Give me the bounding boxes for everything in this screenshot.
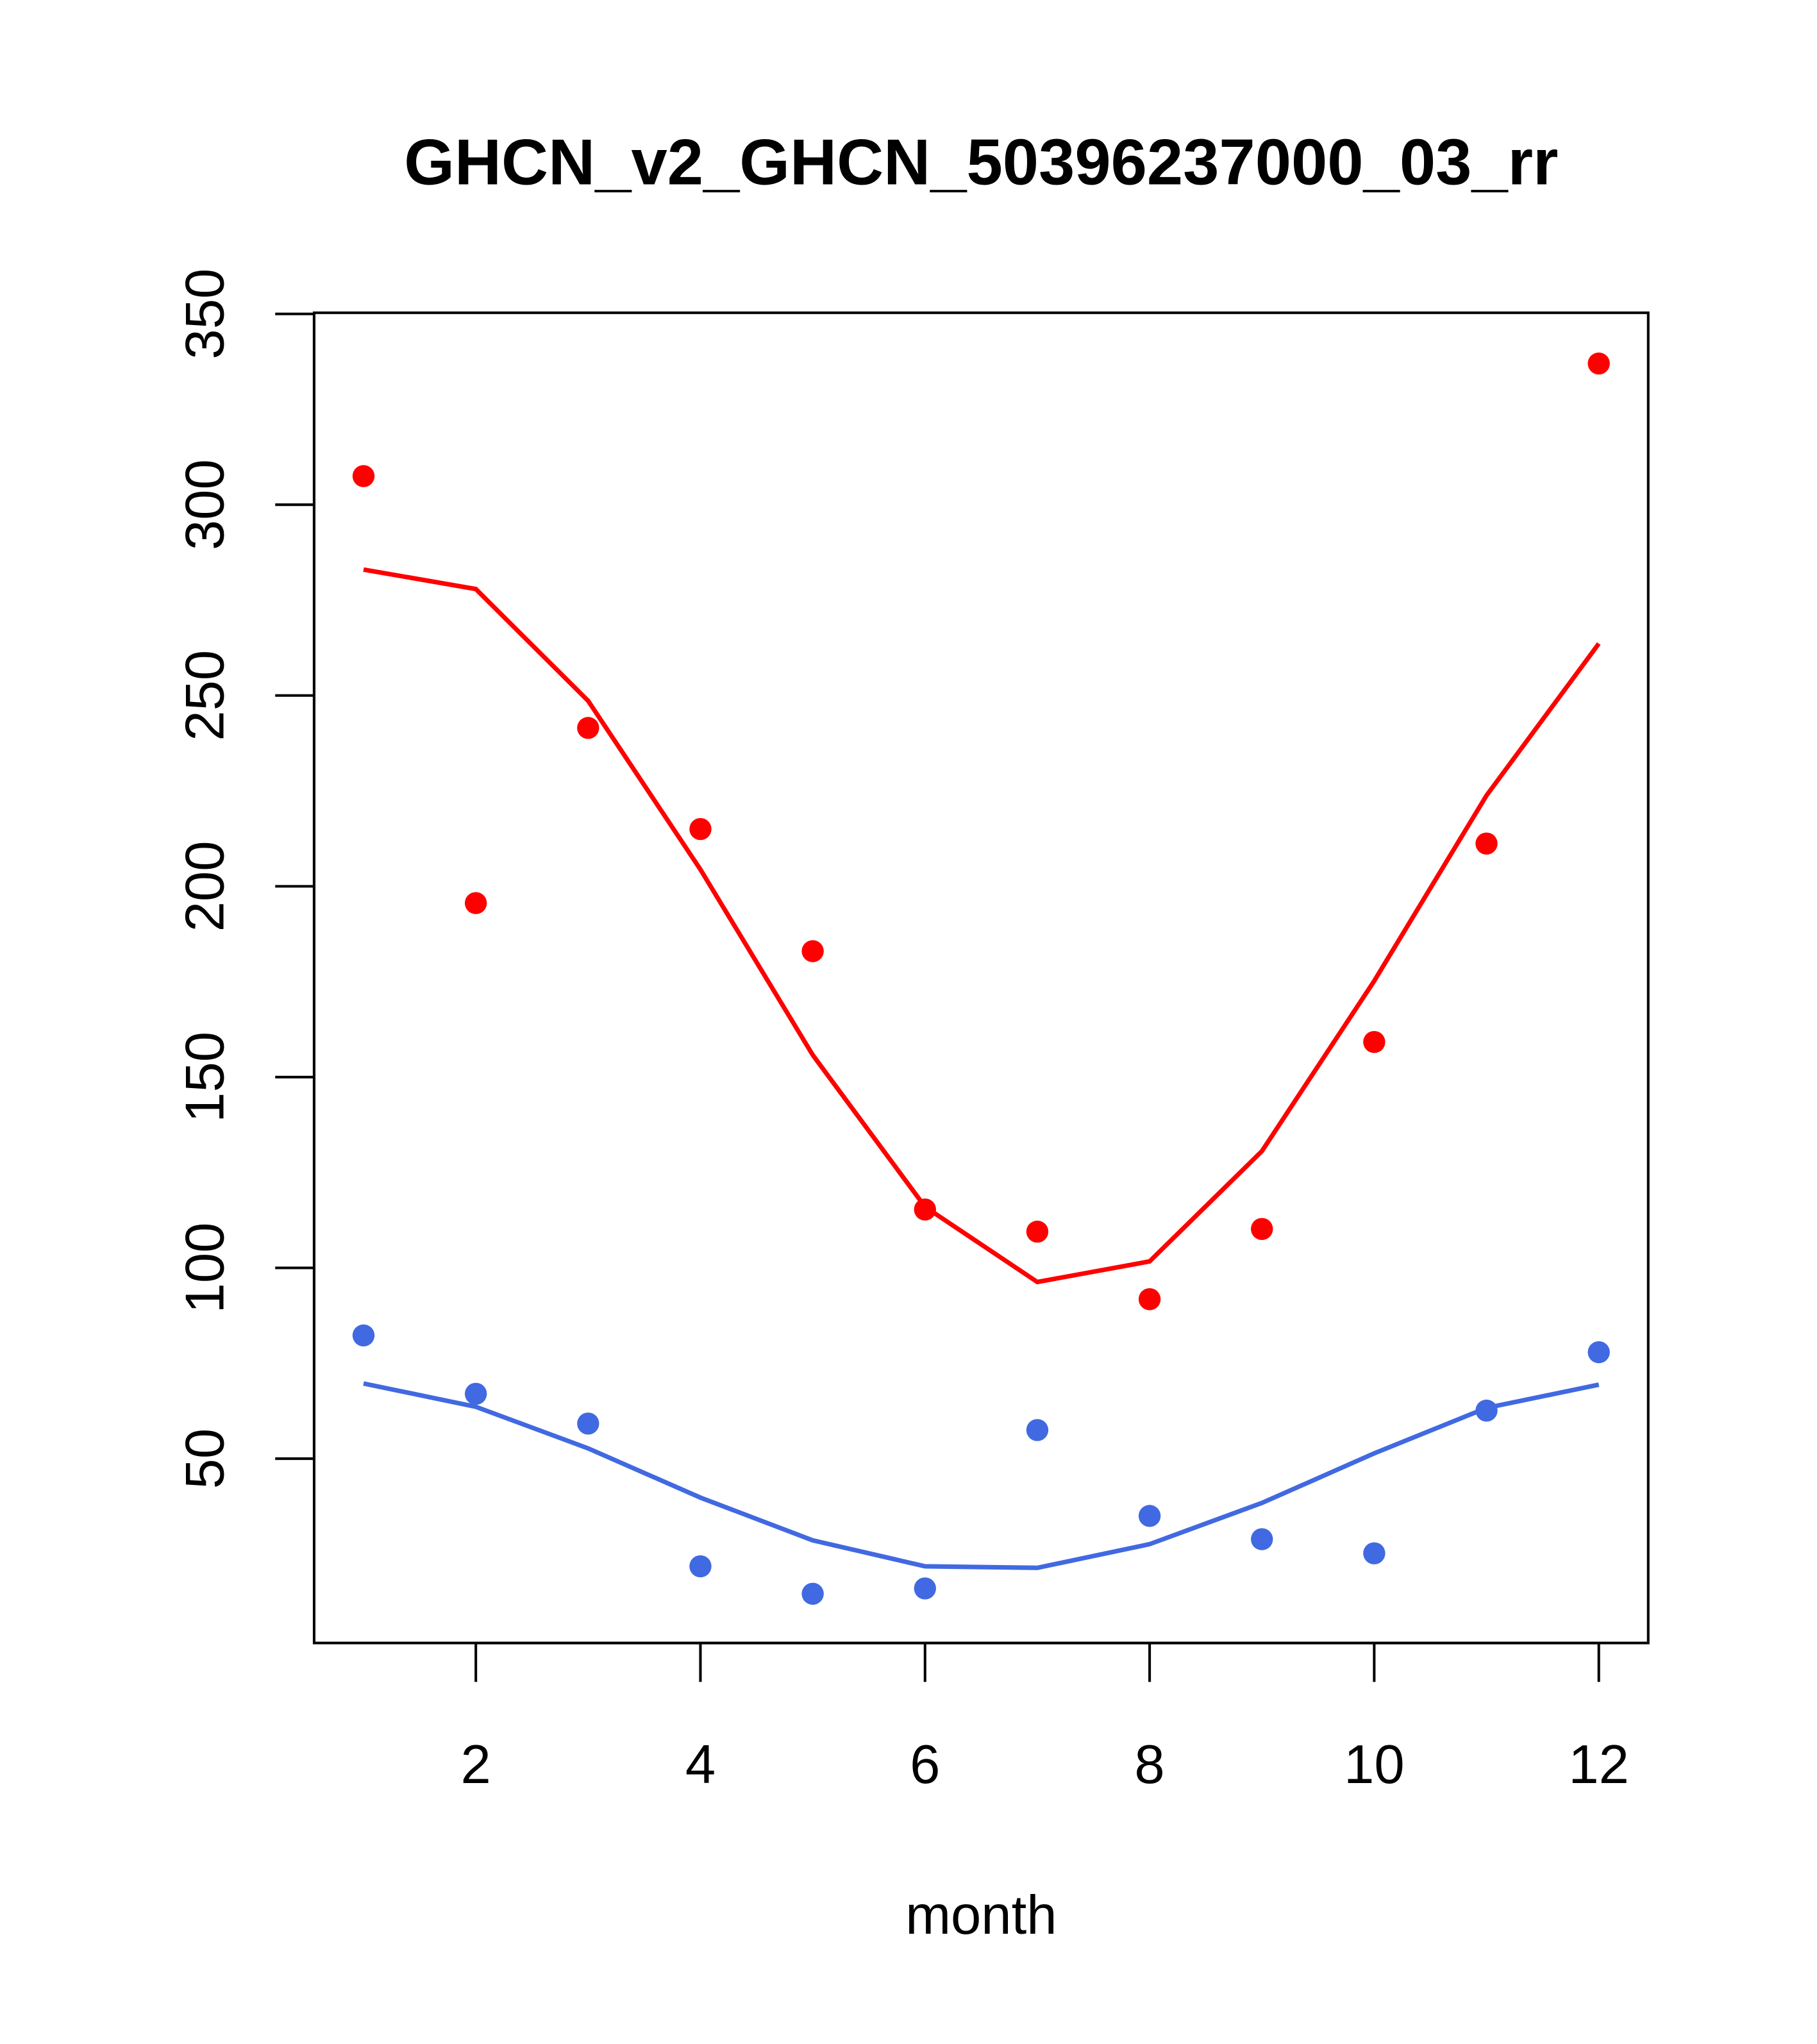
red-point-point	[1475, 832, 1498, 855]
y-tick-label: 150	[174, 1032, 235, 1123]
blue-point-point	[1251, 1528, 1273, 1550]
x-tick-label: 4	[685, 1734, 716, 1795]
y-tick-label: 250	[174, 650, 235, 741]
blue-point-point	[914, 1577, 936, 1600]
y-tick-label: 50	[174, 1428, 235, 1489]
red-line-series	[363, 567, 1601, 1285]
red-point-point	[464, 892, 487, 914]
blue-point-point	[801, 1582, 824, 1605]
red-point-point	[577, 717, 599, 739]
blue-point-point	[1363, 1542, 1386, 1564]
blue-point-point	[464, 1382, 487, 1405]
blue-point-point	[352, 1324, 375, 1347]
x-tick-label: 8	[1134, 1734, 1164, 1795]
red-point-point	[1026, 1220, 1049, 1243]
y-tick-label: 200	[174, 841, 235, 932]
red-point-point	[689, 817, 712, 841]
y-tick-label: 100	[174, 1223, 235, 1314]
x-axis-label: month	[905, 1885, 1057, 1946]
y-tick-label: 300	[174, 459, 235, 550]
red-point-point	[1251, 1218, 1273, 1241]
plot-frame	[312, 311, 1650, 1645]
x-tick-label: 10	[1344, 1734, 1405, 1795]
red-point-point	[1587, 352, 1610, 375]
red-point-point	[801, 940, 824, 962]
blue-point-point	[1026, 1419, 1049, 1441]
blue-line-series	[363, 1381, 1600, 1570]
y-tick-label: 350	[174, 269, 235, 360]
red-point-point	[352, 465, 375, 487]
red-point-point	[1138, 1288, 1161, 1311]
x-tick-label: 6	[910, 1734, 940, 1795]
red-point-point	[1363, 1030, 1386, 1053]
blue-point-point	[1138, 1505, 1161, 1527]
blue-point-point	[689, 1555, 712, 1578]
blue-point-point	[1587, 1341, 1610, 1364]
blue-point-point	[577, 1412, 599, 1435]
chart-title: GHCN_v2_GHCN_50396237000_03_rr	[404, 126, 1558, 198]
x-tick-label: 12	[1568, 1734, 1629, 1795]
x-tick-label: 2	[461, 1734, 491, 1795]
